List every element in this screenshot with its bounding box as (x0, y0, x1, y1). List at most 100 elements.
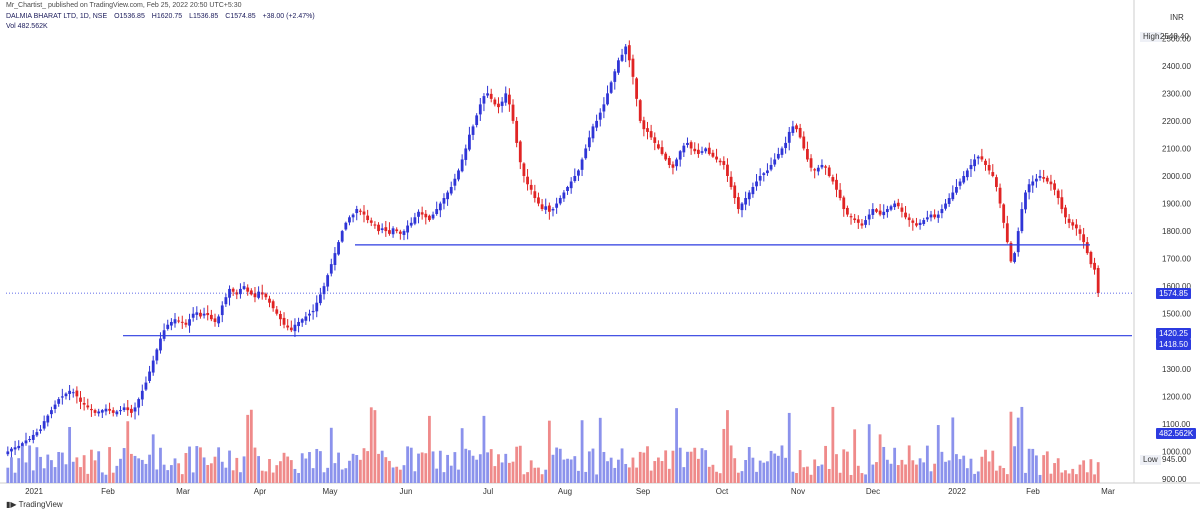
volume-bar (577, 470, 580, 483)
y-tick-label: 1700.00 (1162, 255, 1191, 264)
candle-body (409, 222, 413, 226)
volume-bar (260, 470, 264, 483)
volume-bar (566, 458, 569, 483)
candle-body (82, 402, 86, 405)
volume-bar (911, 460, 915, 483)
volume-bar (620, 448, 624, 483)
volume-bar (504, 453, 508, 483)
candle-body (987, 165, 991, 171)
candle-body (119, 410, 122, 412)
low-value-tag: 945.00 (1162, 455, 1187, 464)
candle-body (1016, 231, 1020, 253)
x-tick-label: Feb (101, 487, 115, 496)
volume-bar (824, 445, 827, 483)
volume-bar (228, 450, 231, 483)
candle-body (162, 330, 166, 339)
volume-bar (355, 455, 359, 483)
candle-body (624, 46, 628, 55)
volume-bar (711, 464, 715, 483)
volume-bar (667, 468, 671, 483)
volume-bar (460, 428, 464, 483)
volume-bar (268, 459, 271, 483)
x-tick-label: 2021 (25, 487, 43, 496)
candle-body (1009, 242, 1013, 262)
volume-bar (1049, 473, 1053, 483)
candle-body (904, 212, 907, 218)
candle-body (813, 169, 817, 171)
candle-body (780, 148, 784, 155)
volume-bar (20, 445, 24, 483)
volume-bar (929, 471, 933, 483)
candle-body (424, 213, 428, 218)
volume-bar (845, 451, 849, 483)
candle-body (31, 434, 35, 440)
candle-body (1082, 234, 1086, 243)
volume-bar (453, 452, 457, 483)
x-tick-label: Jun (400, 487, 413, 496)
candle-body (911, 220, 915, 223)
volume-bar (489, 449, 493, 483)
candle-body (951, 192, 955, 200)
candle-body (722, 161, 726, 165)
candle-body (93, 410, 97, 413)
candle-body (159, 338, 162, 351)
x-tick-label: Mar (176, 487, 190, 496)
volume-bar (235, 457, 239, 483)
candle-body (438, 203, 442, 211)
candle-body (13, 447, 17, 450)
candle-body (936, 214, 940, 218)
candle-body (253, 293, 257, 298)
candle-body (304, 316, 308, 321)
volume-bar (816, 466, 820, 483)
candle-body (1064, 207, 1067, 218)
candle-body (925, 217, 929, 220)
volume-bar (882, 446, 886, 483)
candle-body (10, 448, 13, 452)
candle-body (239, 288, 242, 295)
candle-body (224, 297, 228, 305)
volume-bar (398, 469, 402, 483)
candle-body (115, 411, 119, 415)
candle-body (609, 82, 613, 93)
y-tick-label: 2200.00 (1162, 117, 1191, 126)
volume-bar (471, 455, 475, 483)
volume-bar (384, 457, 388, 483)
volume-bar (199, 447, 202, 483)
volume-bar (464, 448, 468, 483)
candle-body (333, 253, 337, 265)
volume-bar (595, 474, 599, 483)
volume-bar (155, 469, 159, 483)
candle-body (540, 204, 544, 210)
volume-bar (31, 470, 35, 483)
volume-bar (627, 467, 631, 483)
candle-body (391, 228, 395, 235)
volume-bar (682, 467, 686, 483)
candle-body (653, 137, 657, 143)
candle-body (90, 408, 93, 411)
y-tick-label: 2000.00 (1162, 172, 1191, 181)
candle-body (577, 170, 580, 176)
volume-bar (715, 471, 718, 483)
candle-body (638, 100, 642, 121)
candle-body (155, 349, 159, 361)
candle-body (729, 176, 733, 188)
candle-body (104, 408, 108, 412)
volume-bar (755, 471, 758, 483)
candle-body (598, 112, 602, 120)
volume-bar (497, 454, 500, 483)
volume-bar (776, 455, 780, 483)
volume-bar (362, 448, 366, 483)
candle-body (46, 415, 50, 423)
candle-body (769, 164, 773, 170)
candle-body (569, 181, 573, 189)
volume-bar (108, 447, 111, 483)
candle-body (922, 220, 926, 225)
candle-body (929, 214, 933, 218)
volume-bar (111, 472, 115, 483)
volume-bar (257, 456, 261, 483)
volume-bar (446, 454, 449, 483)
candle-body (969, 164, 973, 170)
high-label-tag: High (1140, 32, 1163, 42)
volume-bar (177, 463, 181, 483)
